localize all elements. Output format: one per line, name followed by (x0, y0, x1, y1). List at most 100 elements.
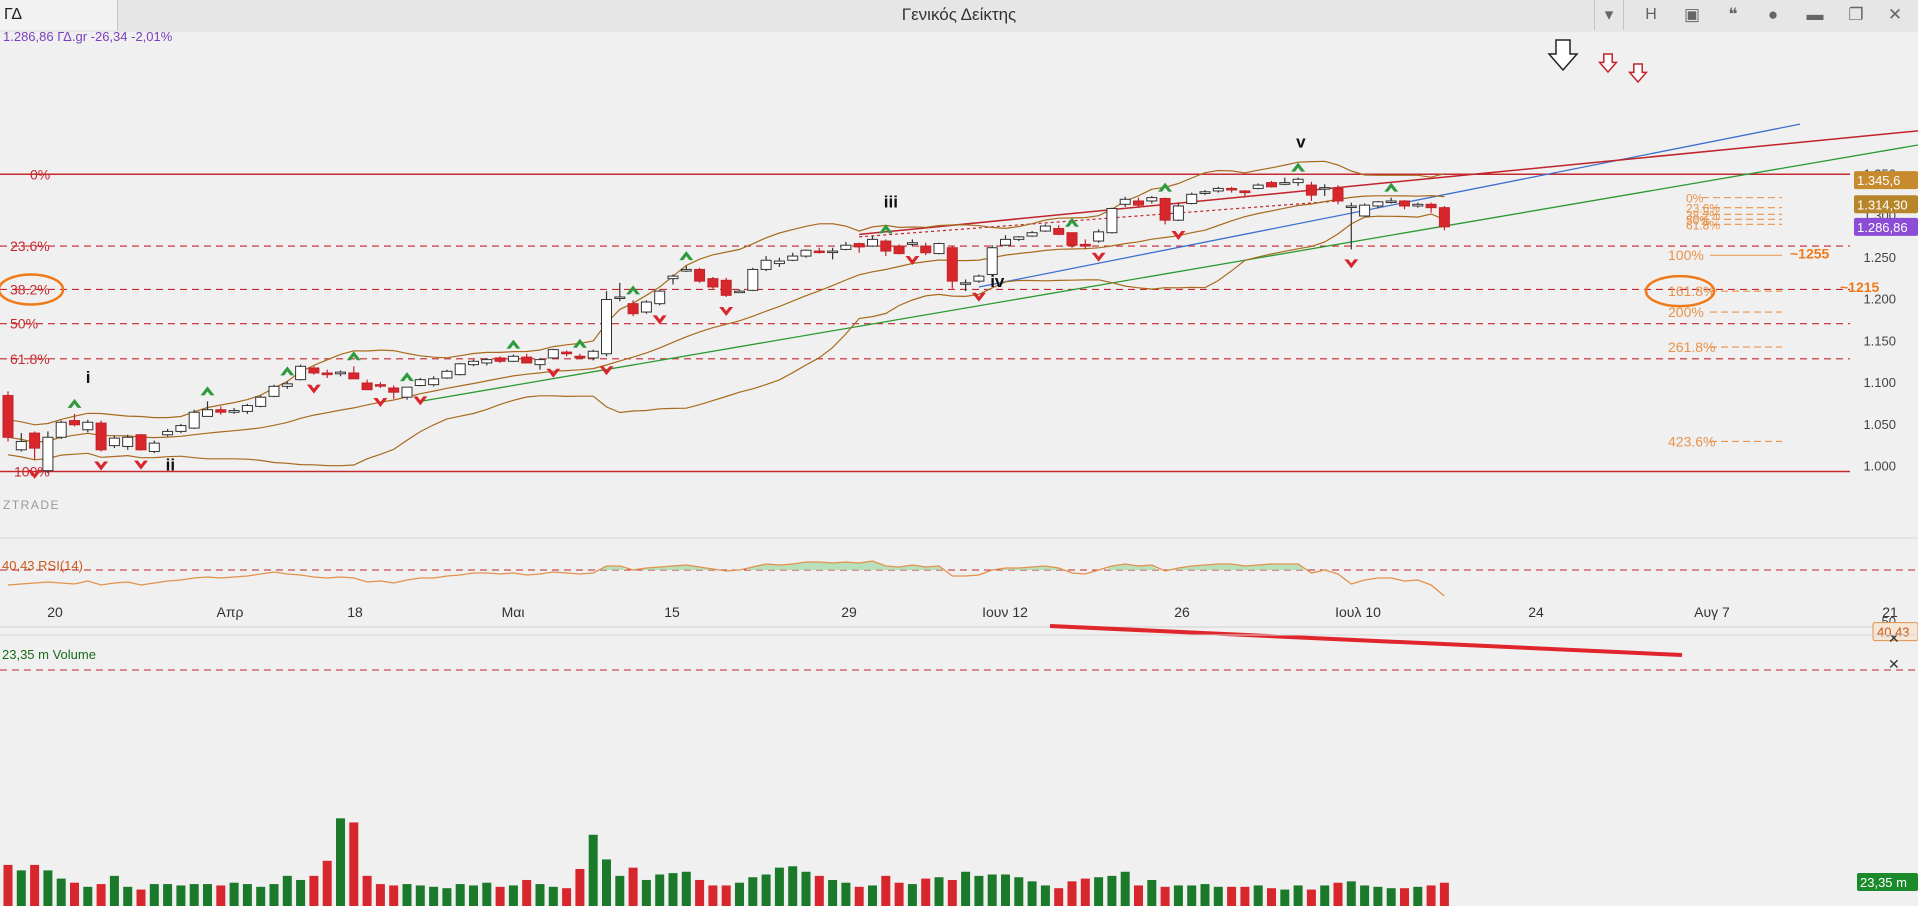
fib-level-label: 50% (10, 316, 38, 332)
close-icon[interactable]: ✕ (1887, 5, 1903, 24)
x-tick-label: Ιουλ 10 (1335, 604, 1381, 620)
volume-bar (628, 867, 638, 906)
candle-body (747, 268, 759, 291)
volume-bar (1386, 888, 1396, 906)
hollow-down-arrow-icon (1597, 53, 1619, 74)
candle-body (15, 440, 27, 451)
signal-down-arrow-icon (905, 256, 920, 266)
candle-body (374, 384, 386, 387)
minimize-icon[interactable]: ▬ (1806, 5, 1824, 24)
y-tick-label: 1.150 (1863, 333, 1896, 348)
candle-body (1292, 178, 1304, 184)
candle-body (335, 371, 346, 375)
h-button[interactable]: H (1645, 6, 1657, 23)
fib-level-label: 0% (30, 166, 50, 182)
candle-body (1133, 200, 1144, 206)
volume-bar (1027, 881, 1037, 906)
volume-bar (176, 885, 186, 906)
volume-bar (801, 871, 811, 906)
candle-body (680, 268, 692, 272)
candle-body (1146, 197, 1158, 202)
volume-bar (1400, 888, 1409, 906)
volume-bar (868, 885, 877, 906)
bollinger-lo (7, 213, 1445, 467)
candle-body (893, 245, 905, 255)
time-axis: 20 Απρ 18 Μαι 15 29 Ιουν 12 26 Ιουλ 10 24 Αυγ 7 21 (0, 604, 1918, 628)
extension-level-label: 38.2% (1686, 208, 1720, 222)
volume-bar (389, 885, 399, 906)
volume-bar (296, 879, 306, 906)
volume-bar (841, 882, 851, 906)
chart-canvas[interactable]: 1.286,86 ΓΔ.gr -26,34 -2,01%ZTRADE1.3501… (0, 32, 1918, 906)
volume-bar (309, 875, 319, 906)
x-tick-label: Αυγ 7 (1694, 604, 1730, 620)
volume-bar (974, 875, 984, 906)
symbol-tab[interactable]: ΓΔ (0, 0, 118, 30)
volume-bar (362, 875, 372, 906)
candle-body (55, 421, 67, 438)
volume-bar (588, 834, 598, 906)
candle-body (1172, 205, 1184, 221)
volume-bar (641, 879, 651, 906)
x-tick-label: Μαι (502, 604, 525, 620)
rsi-title: 40,43 RSI(14) (2, 558, 83, 573)
lock-icon[interactable]: ● (1767, 5, 1779, 24)
restore-icon[interactable]: ❐ (1848, 5, 1864, 24)
volume-bar (681, 871, 691, 906)
volume-bar (1373, 886, 1383, 906)
quote-icon[interactable]: ❝ (1728, 5, 1738, 24)
fib-level-label: 61.8% (10, 351, 50, 367)
candle-body (202, 409, 213, 417)
dropdown-chevron-icon[interactable]: ▾ (1594, 0, 1624, 30)
signal-down-arrow-icon (373, 398, 388, 408)
volume-bar (721, 885, 731, 906)
wave-label: v (1296, 133, 1306, 152)
volume-bar (56, 878, 66, 906)
divergence-line (1049, 624, 1683, 657)
extension-level-label: 100% (1668, 247, 1704, 263)
volume-bar (987, 874, 997, 906)
wave-label: i (86, 368, 91, 387)
volume-bar (881, 875, 891, 906)
candle-body (1106, 207, 1118, 234)
fib-level-label: 38.2% (10, 281, 50, 297)
signal-down-arrow-icon (94, 461, 109, 471)
volume-bar (1426, 885, 1436, 906)
candle-body (308, 367, 320, 374)
volume-bar (615, 875, 625, 906)
window-titlebar: ΓΔ Γενικός Δείκτης ▾ H ▣ ❝ ● ▬ ❐ ✕ (0, 0, 1918, 33)
candle-body (175, 425, 187, 432)
volume-bar (735, 882, 744, 906)
volume-value-tag-bg (1857, 873, 1918, 891)
price-pane[interactable]: 1.286,86 ΓΔ.gr -26,34 -2,01%ZTRADE1.3501… (0, 32, 1918, 512)
volume-bar (96, 884, 106, 906)
candle-body (69, 420, 80, 426)
volume-bar (921, 878, 931, 906)
candle-body (614, 296, 626, 299)
candle-body (694, 268, 706, 282)
volume-bar (522, 879, 532, 906)
price-tag-bg (1854, 217, 1918, 236)
wave-label: iv (990, 272, 1005, 291)
volume-bar (482, 882, 492, 906)
volume-bar (83, 886, 93, 906)
signal-up-arrow-icon (400, 372, 414, 382)
volume-pane[interactable]: 23,35 m Volume 23,35 m ✕ (0, 537, 1918, 906)
volume-bar (655, 874, 665, 906)
volume-bar (242, 884, 252, 906)
candle-body (215, 409, 227, 413)
signal-up-arrow-icon (506, 339, 521, 349)
candle-body (1000, 238, 1011, 246)
candle-body (1305, 184, 1317, 196)
candle-body (720, 279, 732, 296)
candle-body (1239, 190, 1251, 194)
panel-icon[interactable]: ▣ (1683, 5, 1701, 24)
candle-body (853, 243, 865, 248)
volume-bar (336, 818, 345, 906)
volume-bar (1306, 889, 1316, 906)
chart-background (0, 32, 1918, 906)
candle-body (654, 290, 666, 305)
y-tick-label: 1.100 (1863, 375, 1896, 390)
signal-down-arrow-icon (599, 366, 614, 376)
